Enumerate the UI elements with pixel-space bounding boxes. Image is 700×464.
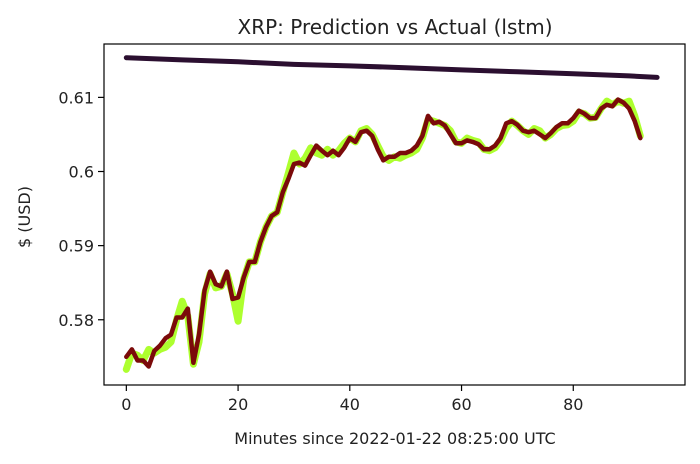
x-tick-label: 60	[451, 395, 471, 414]
x-axis-label: Minutes since 2022-01-22 08:25:00 UTC	[234, 429, 555, 448]
x-tick-label: 0	[121, 395, 131, 414]
x-tick-label: 20	[228, 395, 248, 414]
x-tick-label: 40	[340, 395, 360, 414]
y-tick-label: 0.59	[58, 237, 94, 256]
plot-frame	[103, 43, 686, 386]
y-tick-label: 0.58	[58, 311, 94, 330]
x-tick-label: 80	[563, 395, 583, 414]
y-axis: 0.58 0.59 0.6 0.61	[58, 88, 104, 330]
y-tick-label: 0.61	[58, 88, 94, 107]
series-line-baseline	[123, 55, 660, 80]
y-tick-label: 0.6	[69, 163, 94, 182]
y-axis-label: $ (USD)	[15, 186, 34, 248]
chart-title: XRP: Prediction vs Actual (lstm)	[238, 15, 553, 39]
plot-area	[103, 43, 686, 386]
x-axis: 0 20 40 60 80	[121, 385, 583, 414]
series-layer	[122, 55, 660, 373]
series-line-lstm	[124, 97, 643, 369]
